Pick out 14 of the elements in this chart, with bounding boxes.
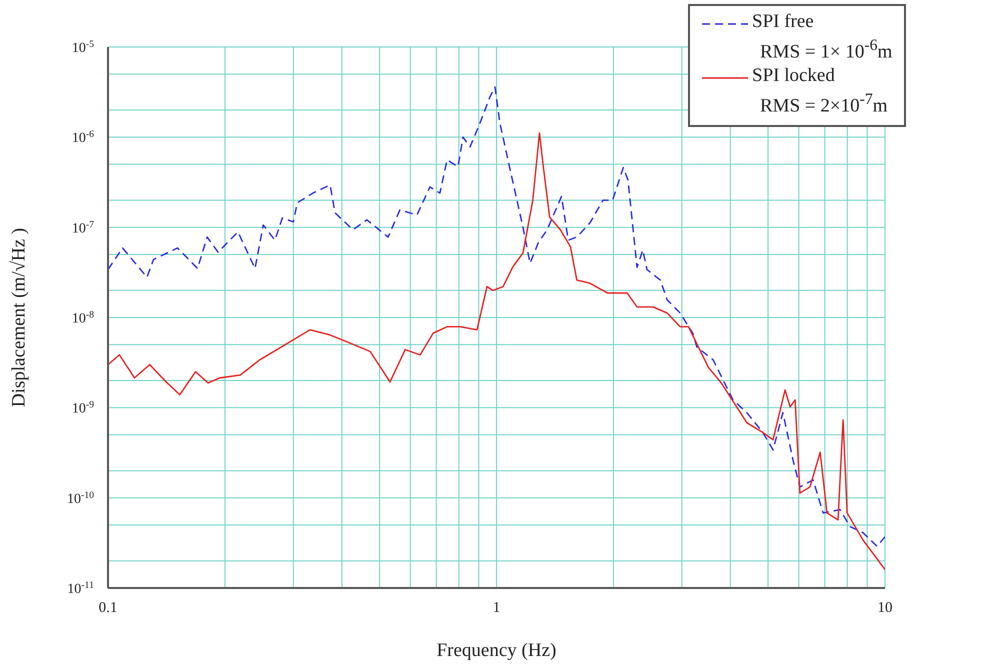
- x-tick-label: 10: [878, 600, 892, 616]
- legend-label: SPI locked RMS = 2×10$^{-7}$m: [752, 64, 888, 119]
- legend-label: SPI free RMS = 1× 10$^{-6}$m: [752, 10, 892, 64]
- y-tick-label: 10$^{-5}$: [72, 38, 94, 56]
- x-tick-label: 0.1: [98, 600, 118, 616]
- x-axis-title: Frequency (Hz): [436, 640, 556, 661]
- y-tick-label: 10$^{-9}$: [72, 399, 94, 417]
- y-axis-title: Displacement (m/√Hz ): [8, 228, 30, 408]
- y-tick-label: 10$^{-7}$: [72, 218, 94, 236]
- y-tick-label: 10$^{-6}$: [72, 128, 94, 146]
- y-tick-label: 10$^{-10}$: [66, 489, 94, 507]
- y-tick-label: 10$^{-11}$: [67, 580, 94, 597]
- x-tick-label: 1: [492, 600, 500, 616]
- y-tick-label: 10$^{-8}$: [72, 309, 94, 326]
